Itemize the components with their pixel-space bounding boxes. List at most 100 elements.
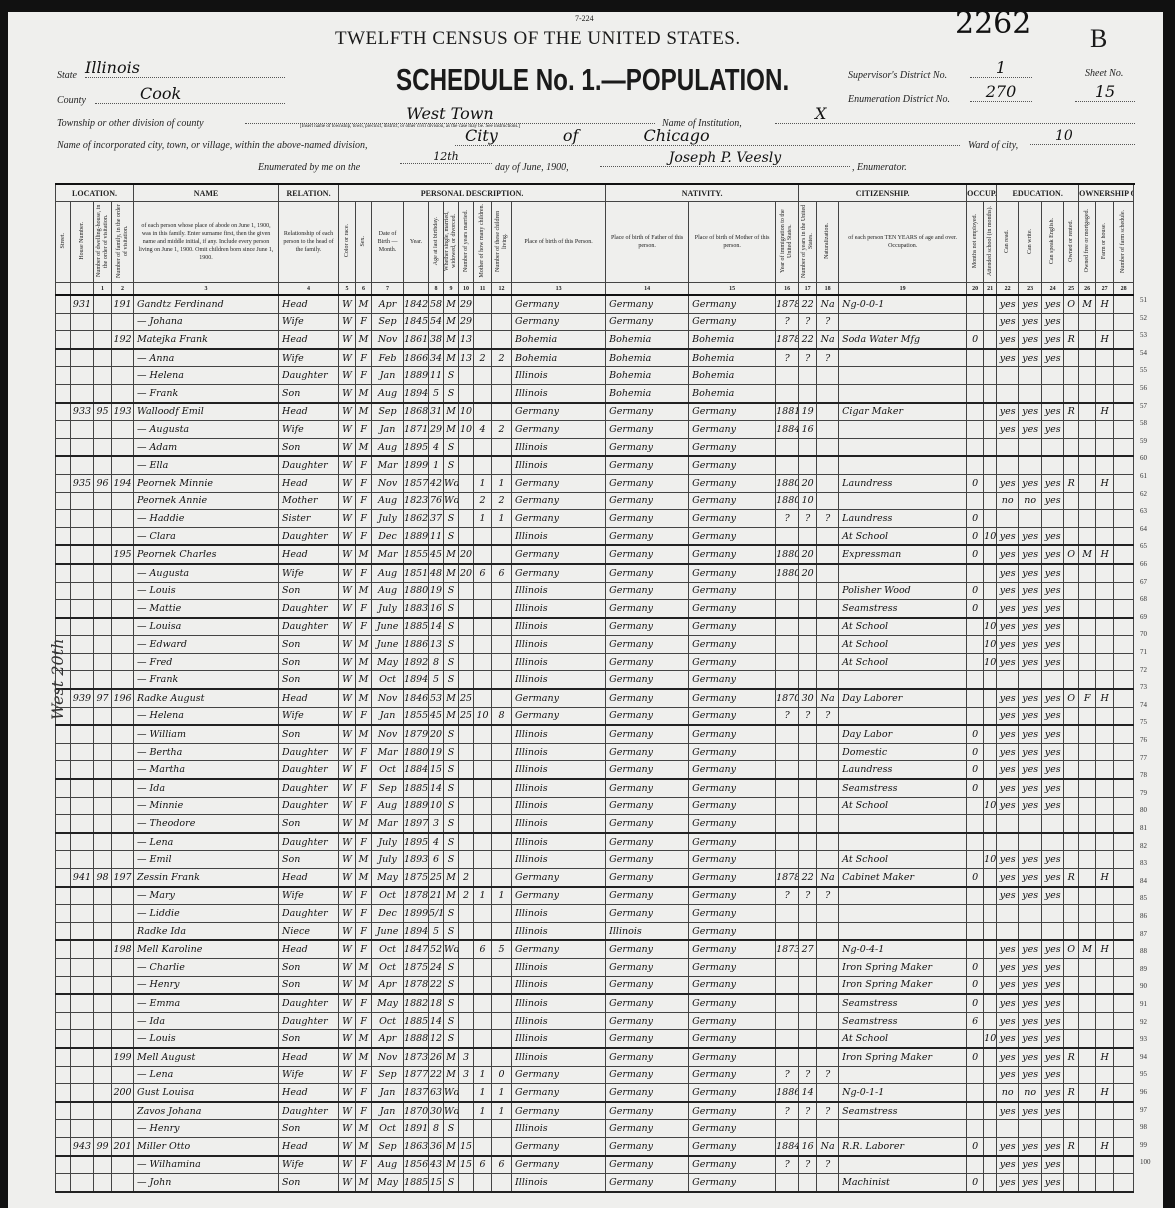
cell-can-read: yes	[996, 330, 1020, 350]
cell-father-birthplace: Germany	[605, 526, 690, 547]
cell-can-speak-english: yes	[1041, 1047, 1065, 1067]
cell-birth-month: July	[371, 832, 405, 852]
cell-children-born	[473, 957, 493, 977]
cell-occupation: Iron Spring Maker	[838, 1047, 968, 1067]
cell-sex: M	[355, 1136, 373, 1157]
cell-relation: Son	[278, 1029, 340, 1049]
cell-immigration-year: 1880	[775, 563, 800, 583]
cell-street	[55, 778, 71, 798]
cell-family-number	[110, 437, 135, 458]
cell-free-mortgaged	[1078, 670, 1097, 691]
cell-months-unemployed	[966, 886, 985, 906]
cell-dwelling-number	[93, 509, 112, 528]
cell-free-mortgaged	[1078, 402, 1097, 422]
cell-name: Radke August	[133, 688, 280, 708]
cell-family-number	[110, 383, 135, 404]
cell-months-unemployed: 0	[966, 993, 985, 1013]
cell-marital-status: S	[443, 742, 460, 762]
cell-children-born	[473, 383, 493, 404]
cell-birth-year: 1889	[403, 526, 430, 547]
table-row: 935 96 194 Peornek Minnie Head W F Nov 1857 42 Wd 1…	[55, 473, 1135, 493]
cell-dwelling-number	[93, 544, 112, 565]
cell-free-mortgaged	[1078, 635, 1097, 654]
cell-birth-month: Mar	[371, 814, 405, 834]
cell-free-mortgaged: M	[1078, 544, 1097, 565]
cell-street	[55, 599, 71, 619]
cell-sex: F	[355, 526, 373, 547]
cell-house-number	[70, 778, 94, 798]
cell-can-write: yes	[1018, 312, 1043, 332]
cell-years-in-us	[798, 366, 818, 385]
cell-owned-rented	[1063, 993, 1080, 1013]
cell-naturalization	[816, 814, 840, 834]
cell-dwelling-number	[93, 850, 112, 869]
cell-street	[55, 1047, 71, 1067]
cell-children-born: 6	[473, 1154, 493, 1175]
cell-mother-birthplace: Germany	[688, 544, 777, 565]
cell-farm-house	[1095, 796, 1115, 816]
cell-farm-schedule	[1113, 867, 1135, 888]
cell-years-in-us: 30	[798, 688, 818, 708]
cell-marital-status: S	[443, 581, 460, 601]
table-row: — Martha Daughter W F Oct 1884 15 S Illinois Germ…	[55, 760, 1135, 781]
table-row: — Haddie Sister W F July 1862 37 S 1 1 Germany Germ…	[55, 509, 1135, 528]
cell-color: W	[338, 312, 357, 332]
cell-marital-status: S	[443, 670, 460, 691]
cell-sex: F	[355, 473, 373, 493]
cell-farm-house	[1095, 814, 1115, 834]
cell-owned-rented	[1063, 635, 1080, 654]
cell-owned-rented	[1063, 1173, 1080, 1193]
cell-years-married: 3	[458, 1065, 475, 1085]
cell-mother-birthplace: Germany	[688, 455, 777, 475]
cell-sex: F	[355, 760, 373, 781]
cell-free-mortgaged	[1078, 330, 1097, 350]
cell-years-in-us	[798, 814, 818, 834]
cell-months-unemployed	[966, 939, 985, 959]
cell-birth-year: 1894	[403, 921, 430, 942]
cell-color: W	[338, 1136, 357, 1157]
cell-farm-house	[1095, 420, 1115, 439]
cell-relation: Head	[278, 1047, 340, 1067]
cell-children-born	[473, 1047, 493, 1067]
cell-sex: M	[355, 383, 373, 404]
cell-house-number	[70, 724, 94, 744]
column-label: Mother of how many children.	[479, 204, 486, 278]
cell-age: 3	[428, 814, 445, 834]
cell-years-in-us	[798, 760, 818, 781]
cell-color: W	[338, 599, 357, 619]
cell-color: W	[338, 526, 357, 547]
cell-can-read: yes	[996, 420, 1020, 439]
cell-birthplace: Illinois	[511, 742, 607, 762]
cell-father-birthplace: Germany	[605, 724, 690, 744]
cell-house-number	[70, 581, 94, 601]
cell-birth-year: 1892	[403, 652, 430, 672]
cell-birth-month: Nov	[371, 688, 405, 708]
cell-school-months	[983, 599, 998, 619]
cell-marital-status: M	[443, 330, 460, 350]
cell-can-read: yes	[996, 1047, 1020, 1067]
group-header: OCCUPATION, TRADE, OR PROFESSION	[966, 183, 998, 202]
cell-mother-birthplace: Germany	[688, 1047, 777, 1067]
cell-sex: M	[355, 544, 373, 565]
cell-name: — Adam	[133, 437, 280, 458]
cell-name: — Augusta	[133, 563, 280, 583]
cell-naturalization	[816, 760, 840, 781]
cell-free-mortgaged	[1078, 348, 1097, 368]
cell-years-married	[458, 599, 475, 619]
cell-house-number	[70, 1119, 94, 1138]
cell-school-months	[983, 1083, 998, 1103]
cell-free-mortgaged	[1078, 617, 1097, 637]
cell-children-born: 2	[473, 491, 493, 511]
cell-owned-rented	[1063, 599, 1080, 619]
cell-family-number	[110, 814, 135, 834]
cell-family-number	[110, 742, 135, 762]
cell-naturalization	[816, 904, 840, 923]
state-label: State	[57, 70, 77, 81]
cell-can-write: yes	[1018, 1029, 1043, 1049]
cell-farm-schedule	[1113, 402, 1135, 422]
cell-children-living	[491, 778, 513, 798]
cell-color: W	[338, 455, 357, 475]
cell-farm-house	[1095, 1154, 1115, 1175]
cell-months-unemployed	[966, 294, 985, 314]
cell-can-write: yes	[1018, 581, 1043, 601]
